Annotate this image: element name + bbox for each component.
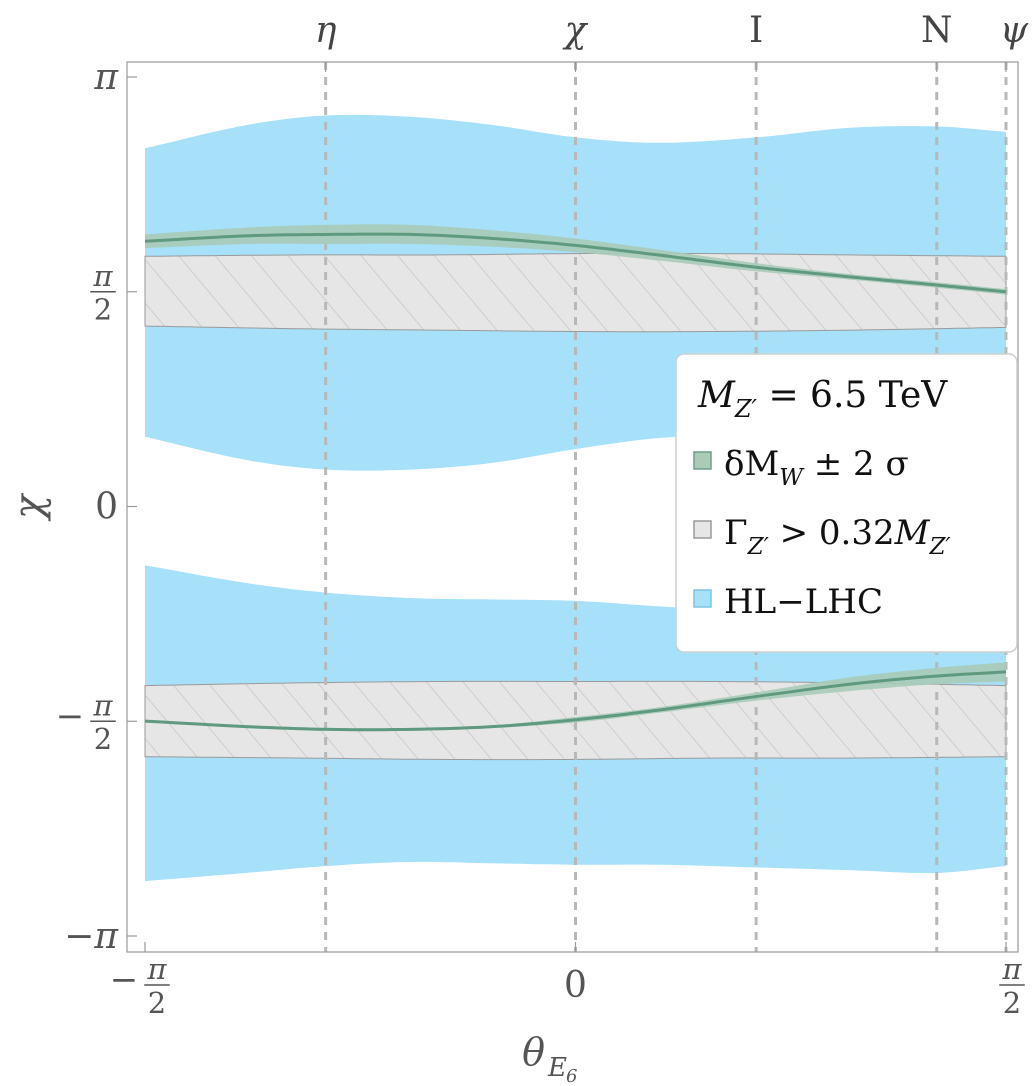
y-tick-label-0: π [93,57,119,98]
y-tick-label-3: − π2 [56,688,116,756]
curves-layer [144,224,1007,732]
legend-label-2: HL−LHC [724,582,883,622]
x-axis-label-main: θ [522,1030,545,1074]
legend-swatch-1 [693,520,712,539]
model-label-2: I [749,10,763,51]
legend-label-0-main: δM [724,444,779,484]
legend-title: MZ′ = 6.5 TeV [697,375,948,423]
x-tick-label-0-sign: − [110,960,139,1000]
legend-label-0: δMW ± 2 σ [724,444,909,491]
y-axis-label: χ [6,492,52,522]
y-tick-label-2: 0 [95,487,118,528]
legend-label-0-rest: ± 2 σ [803,444,909,484]
legend-title-sub: Z′ [734,395,758,423]
y-tick-label-3-num: π [93,688,114,722]
legend-label-1-sub: Z′ [747,534,770,560]
x-tick-label-2-den: 2 [1003,986,1021,1020]
x-tick-label-0: − π2 [110,952,170,1020]
x-tick-label-2: π2 [999,952,1025,1020]
legend-label-1-sub2: Z′ [928,534,951,560]
model-label-4: ψ [1000,10,1029,51]
legend-box [675,353,1018,653]
model-lines-layer [324,62,1008,952]
model-label-0: η [315,10,337,51]
y-tick-label-1: π2 [90,259,116,327]
y-tick-label-1-den: 2 [94,293,112,327]
legend-swatch-2 [693,589,712,608]
mw-band-upper [145,224,1006,295]
legend-label-1: ΓZ′ > 0.32MZ′ [724,513,951,560]
mw-curve-upper [144,232,1007,294]
model-label-1: χ [562,10,589,51]
x-tick-label-0-den: 2 [148,986,166,1020]
mw-band-lower [145,662,1006,732]
y-tick-label-3-sign: − [56,696,85,736]
legend-swatch-0 [693,451,712,470]
x-tick-label-2-num: π [1002,952,1023,986]
legend-title-main: M [697,375,736,416]
x-axis-label-sub: E [547,1053,567,1083]
legend-title-rest: = 6.5 TeV [757,375,948,416]
y-tick-label-4: −π [64,916,119,957]
mw-curve-lower [144,670,1007,732]
legend-label-2-main: HL−LHC [724,582,883,622]
legend-label-1-main: Γ [724,513,748,553]
x-tick-label-1: 0 [564,965,587,1006]
y-tick-label-3-den: 2 [94,722,112,756]
y-tick-label-1-num: π [93,259,114,293]
model-label-3: N [921,10,953,51]
x-axis-label-subsub: 6 [566,1066,577,1086]
legend-label-1-rest: > 0.32 [769,513,895,553]
legend-label-1-main2: M [894,513,931,553]
x-tick-label-0-num: π [147,952,168,986]
legend-label-0-sub: W [779,465,805,491]
